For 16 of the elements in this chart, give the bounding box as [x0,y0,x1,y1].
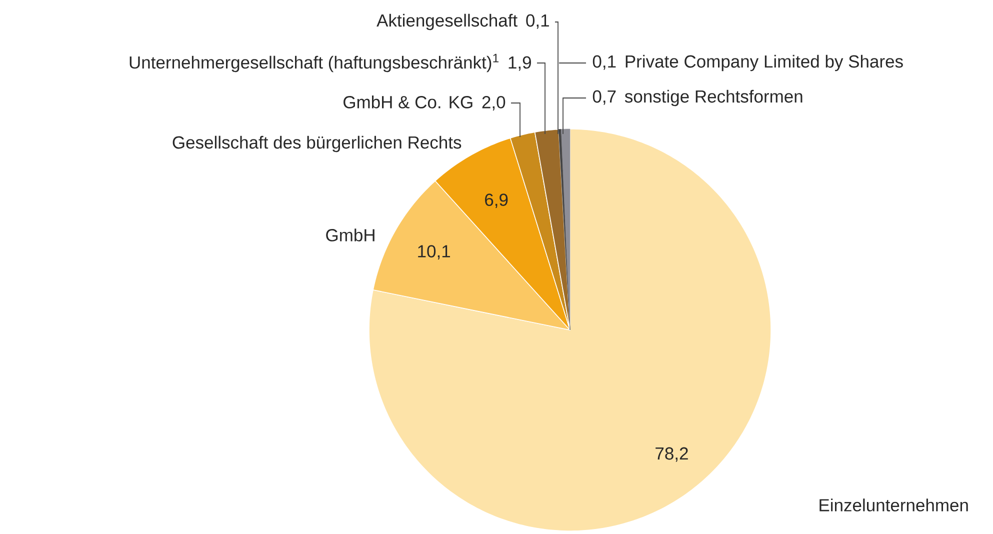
legend-label: Private Company Limited by Shares [626,54,903,72]
slice-label: GmbH [326,228,374,242]
data-label: 78,2 [656,447,688,462]
data-label: 0,7 [592,90,616,105]
data-label: 0,1 [592,55,616,70]
slice-label: Gesellschaft des bürgerlichen Rechts [172,136,462,152]
data-label: 0,1 [526,14,549,29]
data-label: 6,9 [485,194,508,208]
slice-label: Einzelunternehmen [820,498,968,512]
data-label: 2,0 [482,96,506,110]
data-label: 1,9 [508,56,531,71]
slice-label: sonstige Rechtsformen [624,90,802,106]
slice-label: Aktiengesellschaft [376,14,518,30]
slice-label: Unternehmergesellschaft (haftungsbeschränkt)$^{1}$ [130,54,499,72]
data-label: 10,1 [418,245,450,260]
slice-label: GmbH & Co. KG [344,96,472,108]
